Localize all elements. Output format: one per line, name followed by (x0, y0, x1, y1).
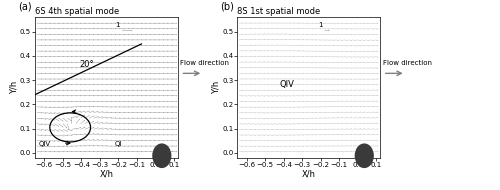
X-axis label: X/h: X/h (302, 169, 316, 178)
Text: 20°: 20° (80, 60, 94, 69)
Text: Flow direction: Flow direction (383, 60, 432, 66)
Text: QI: QI (114, 141, 122, 147)
Y-axis label: Y/h: Y/h (9, 81, 18, 94)
Text: Flow direction: Flow direction (180, 60, 230, 66)
Text: (b): (b) (220, 2, 234, 11)
Circle shape (153, 144, 170, 167)
Text: 1: 1 (318, 22, 322, 28)
Text: 1: 1 (116, 22, 120, 28)
Text: QIV: QIV (280, 81, 295, 89)
Y-axis label: Y/h: Y/h (212, 81, 220, 94)
Text: QIV: QIV (38, 141, 51, 147)
Text: 8S 1st spatial mode: 8S 1st spatial mode (238, 7, 320, 16)
X-axis label: X/h: X/h (100, 169, 114, 178)
Text: (a): (a) (18, 2, 32, 11)
Text: 6S 4th spatial mode: 6S 4th spatial mode (35, 7, 119, 16)
Circle shape (356, 144, 373, 167)
